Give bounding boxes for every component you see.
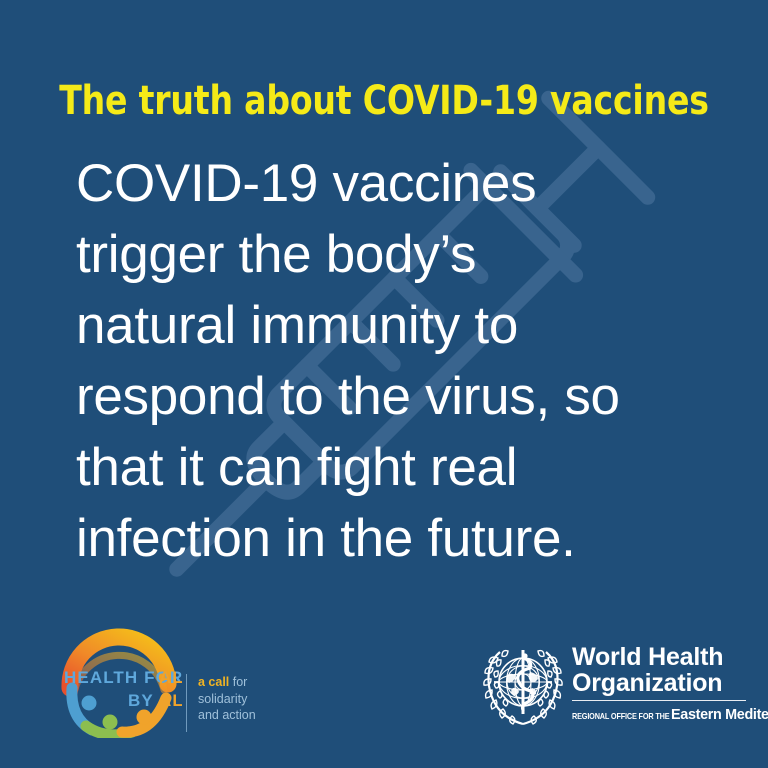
svg-text:HEALTH FOR: HEALTH FOR: [64, 668, 182, 687]
who-emblem-icon: [483, 649, 563, 726]
svg-text:BY: BY: [128, 691, 154, 710]
health-for-all-tagline: a call for solidarity and action: [198, 674, 278, 724]
body-line-4: respond to the virus, so: [76, 367, 620, 426]
who-logo: World Health Organization REGIONAL OFFIC…: [480, 642, 768, 734]
body-text: COVID-19 vaccines trigger the body’s nat…: [76, 148, 696, 574]
who-region-prefix: REGIONAL OFFICE FOR THE: [572, 711, 670, 721]
body-line-5: that it can fight real: [76, 438, 518, 497]
logo-divider: [186, 674, 187, 732]
who-rule: [572, 700, 746, 701]
body-line-2: trigger the body’s: [76, 225, 477, 284]
health-for-all-circle-icon: HEALTH FOR ALL BY ALL: [61, 628, 182, 738]
tagline-line-1: a call for: [198, 674, 278, 691]
who-name-line-1: World Health: [572, 643, 724, 671]
who-region-name: Eastern Mediterranean: [671, 706, 768, 723]
who-name-line-2: Organization: [572, 669, 723, 697]
svg-text:ALL: ALL: [159, 691, 182, 710]
tagline-line-3: and action: [198, 708, 256, 722]
body-line-6: infection in the future.: [76, 509, 576, 568]
svg-text:ALL: ALL: [159, 668, 182, 687]
body-line-1: COVID-19 vaccines: [76, 154, 537, 213]
tagline-rest: for: [229, 675, 248, 689]
logo-band: HEALTH FOR ALL BY ALL a call for solidar…: [0, 608, 768, 768]
tagline-line-2: solidarity: [198, 691, 248, 706]
who-name: World Health Organization: [572, 644, 746, 696]
page-title: The truth about COVID-19 vaccines: [59, 78, 709, 124]
tagline-gold: a call: [198, 675, 230, 689]
body-line-3: natural immunity to: [76, 296, 519, 355]
health-for-all-logo: HEALTH FOR ALL BY ALL a call for solidar…: [56, 626, 268, 738]
who-wordmark: World Health Organization REGIONAL OFFIC…: [572, 644, 768, 724]
